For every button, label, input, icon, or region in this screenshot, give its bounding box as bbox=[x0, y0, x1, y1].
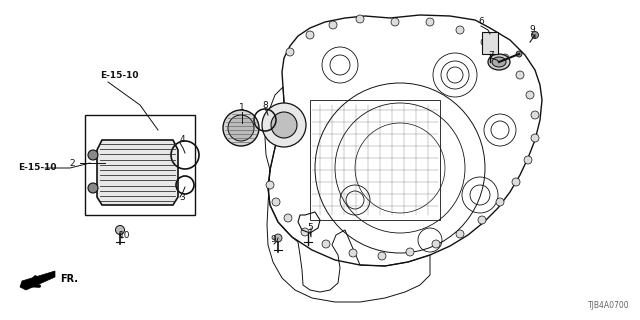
Circle shape bbox=[406, 248, 414, 256]
Text: 7: 7 bbox=[488, 51, 494, 60]
Circle shape bbox=[88, 150, 98, 160]
Circle shape bbox=[531, 31, 538, 38]
Text: E-15-10: E-15-10 bbox=[18, 164, 56, 172]
Text: 9: 9 bbox=[529, 26, 535, 35]
Circle shape bbox=[478, 216, 486, 224]
Circle shape bbox=[115, 226, 125, 235]
Text: 8: 8 bbox=[262, 100, 268, 109]
Circle shape bbox=[223, 110, 259, 146]
Circle shape bbox=[391, 18, 399, 26]
Circle shape bbox=[262, 103, 306, 147]
Text: 3: 3 bbox=[179, 193, 185, 202]
Text: 5: 5 bbox=[307, 223, 313, 233]
Circle shape bbox=[349, 249, 357, 257]
Circle shape bbox=[271, 112, 297, 138]
Circle shape bbox=[516, 51, 522, 57]
Polygon shape bbox=[97, 140, 178, 205]
Circle shape bbox=[501, 54, 509, 62]
Circle shape bbox=[322, 240, 330, 248]
Circle shape bbox=[516, 71, 524, 79]
Circle shape bbox=[306, 31, 314, 39]
Circle shape bbox=[88, 183, 98, 193]
Circle shape bbox=[301, 228, 309, 236]
Text: 9: 9 bbox=[270, 236, 276, 244]
Circle shape bbox=[266, 181, 274, 189]
Circle shape bbox=[456, 26, 464, 34]
Circle shape bbox=[481, 38, 489, 46]
Circle shape bbox=[378, 252, 386, 260]
Text: FR.: FR. bbox=[60, 274, 78, 284]
Circle shape bbox=[272, 198, 280, 206]
Circle shape bbox=[284, 214, 292, 222]
Circle shape bbox=[228, 115, 254, 141]
Circle shape bbox=[512, 178, 520, 186]
Bar bbox=[85, 115, 195, 215]
Text: TJB4A0700: TJB4A0700 bbox=[588, 301, 630, 310]
Ellipse shape bbox=[488, 54, 510, 70]
Text: 6: 6 bbox=[478, 18, 484, 27]
Circle shape bbox=[531, 134, 539, 142]
Circle shape bbox=[531, 111, 539, 119]
Circle shape bbox=[526, 91, 534, 99]
Circle shape bbox=[426, 18, 434, 26]
Circle shape bbox=[432, 240, 440, 248]
Text: 4: 4 bbox=[179, 135, 185, 145]
Polygon shape bbox=[20, 271, 55, 290]
Bar bbox=[310, 100, 440, 220]
Text: 1: 1 bbox=[239, 103, 245, 113]
Circle shape bbox=[456, 230, 464, 238]
Circle shape bbox=[524, 156, 532, 164]
Circle shape bbox=[274, 234, 282, 242]
Text: 2: 2 bbox=[69, 158, 75, 167]
Circle shape bbox=[496, 198, 504, 206]
Circle shape bbox=[356, 15, 364, 23]
Circle shape bbox=[286, 48, 294, 56]
Text: 10: 10 bbox=[119, 231, 131, 241]
Circle shape bbox=[329, 21, 337, 29]
Ellipse shape bbox=[492, 57, 506, 67]
Text: E-15-10: E-15-10 bbox=[100, 70, 138, 79]
Bar bbox=[482, 32, 498, 54]
